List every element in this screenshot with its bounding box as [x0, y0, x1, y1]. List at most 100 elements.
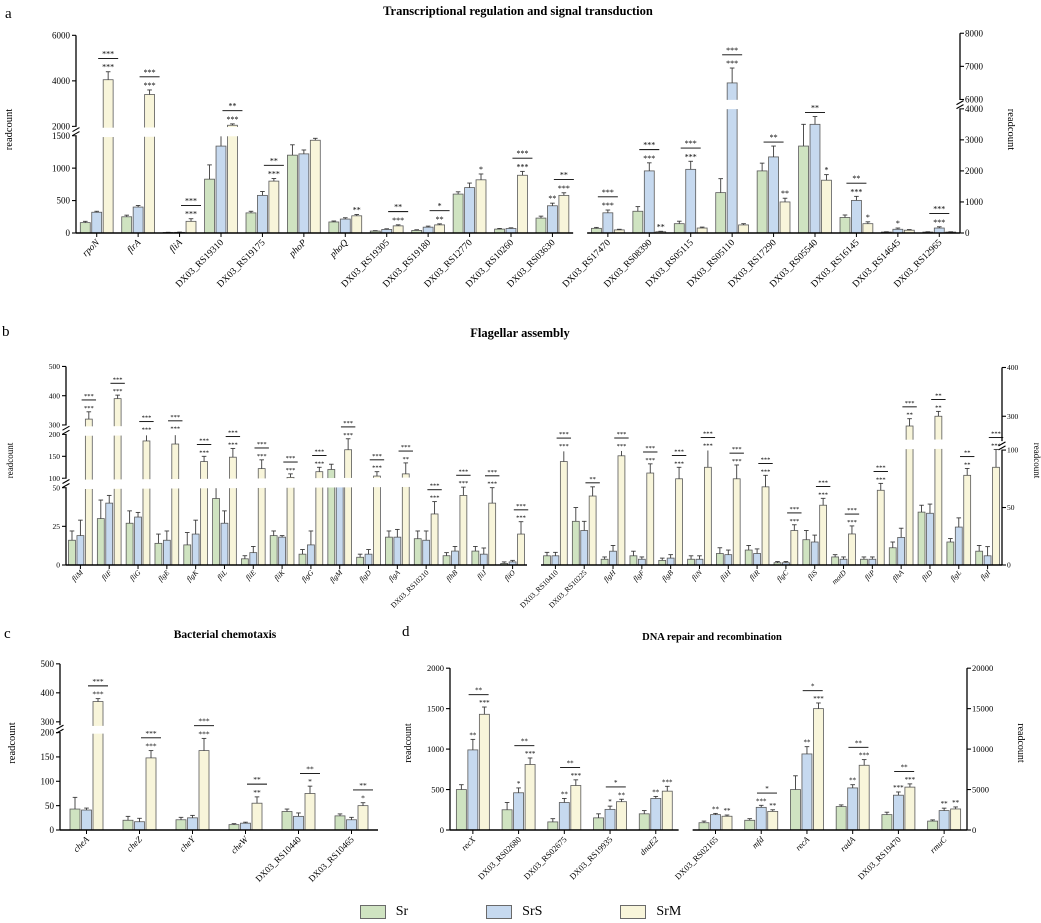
svg-text:mfd: mfd — [750, 834, 767, 851]
svg-text:***: *** — [459, 480, 469, 487]
svg-text:*: * — [438, 202, 442, 211]
svg-text:***: *** — [170, 426, 180, 433]
svg-text:1000: 1000 — [427, 744, 444, 754]
svg-text:7000: 7000 — [965, 62, 984, 72]
svg-text:**: ** — [548, 194, 556, 203]
svg-text:***: *** — [732, 446, 742, 453]
svg-text:***: *** — [726, 59, 738, 68]
legend: Sr SrS SrM — [0, 900, 1041, 923]
svg-text:*: * — [866, 213, 870, 222]
legend-label-srm: SrM — [656, 903, 682, 919]
svg-text:*: * — [614, 779, 618, 787]
svg-text:200: 200 — [41, 728, 55, 738]
svg-text:**: ** — [652, 788, 660, 796]
svg-text:***: *** — [818, 479, 828, 486]
svg-text:**: ** — [475, 687, 483, 695]
svg-text:8000: 8000 — [965, 28, 984, 38]
svg-text:***: *** — [662, 778, 673, 786]
svg-text:300: 300 — [41, 717, 55, 727]
svg-text:***: *** — [487, 469, 497, 476]
svg-text:**: ** — [906, 412, 913, 419]
svg-text:***: *** — [933, 218, 945, 227]
svg-text:***: *** — [893, 784, 904, 792]
svg-text:50: 50 — [45, 801, 55, 811]
svg-text:***: *** — [516, 162, 528, 171]
svg-text:5000: 5000 — [972, 785, 989, 795]
svg-text:rmuC: rmuC — [928, 834, 949, 855]
svg-text:150: 150 — [41, 752, 55, 762]
svg-text:**: ** — [803, 739, 811, 747]
svg-text:cheW: cheW — [229, 833, 251, 855]
svg-text:c: c — [4, 626, 11, 642]
svg-text:***: *** — [392, 216, 404, 225]
svg-text:500: 500 — [49, 362, 61, 371]
bottom-panels-row: c Bacterial chemotaxis readcount cheA cheZ ch… — [0, 620, 1041, 900]
svg-text:***: *** — [430, 495, 440, 502]
svg-text:a: a — [5, 6, 12, 22]
panel-d-chart: d DNA repair and recombination readcount re… — [402, 624, 1026, 881]
svg-text:***: *** — [430, 483, 440, 490]
svg-text:**: ** — [270, 156, 278, 165]
svg-text:400: 400 — [49, 391, 61, 400]
svg-text:fliJ: fliJ — [475, 568, 489, 582]
svg-text:***: *** — [113, 376, 123, 383]
svg-text:10000: 10000 — [972, 744, 993, 754]
svg-text:fliR: fliR — [747, 568, 761, 582]
svg-text:***: *** — [905, 776, 916, 784]
legend-swatch-srm — [620, 904, 647, 919]
svg-text:***: *** — [761, 468, 771, 475]
svg-text:***: *** — [645, 445, 655, 452]
svg-text:***: *** — [286, 455, 296, 462]
svg-text:300: 300 — [1007, 412, 1019, 421]
svg-text:fliK: fliK — [272, 567, 287, 582]
svg-text:DX03_RS19935: DX03_RS19935 — [567, 834, 614, 881]
svg-text:4000: 4000 — [965, 104, 984, 114]
svg-text:fliE: fliE — [244, 568, 258, 582]
svg-text:flgM: flgM — [328, 568, 345, 585]
svg-text:flgB: flgB — [660, 568, 675, 583]
svg-text:***: *** — [674, 448, 684, 455]
svg-text:***: *** — [84, 393, 94, 400]
svg-text:***: *** — [102, 63, 114, 72]
svg-text:readcount: readcount — [7, 722, 18, 763]
svg-text:DX03_RS02675: DX03_RS02675 — [522, 834, 569, 881]
svg-text:***: *** — [92, 677, 104, 686]
svg-text:500: 500 — [431, 785, 444, 795]
svg-text:fliM: fliM — [70, 568, 86, 584]
svg-text:***: *** — [905, 400, 915, 407]
svg-text:fliN: fliN — [690, 567, 705, 582]
svg-text:**: ** — [770, 133, 778, 142]
svg-text:dnaE2: dnaE2 — [637, 834, 660, 857]
svg-text:**: ** — [769, 802, 777, 810]
svg-text:readcount: readcount — [1015, 723, 1026, 763]
svg-text:**: ** — [952, 799, 960, 807]
svg-text:*: * — [517, 780, 521, 788]
svg-text:***: *** — [343, 432, 353, 439]
svg-text:***: *** — [257, 453, 267, 460]
svg-text:**: ** — [855, 739, 863, 747]
svg-text:3000: 3000 — [965, 135, 984, 145]
svg-text:**: ** — [567, 760, 575, 768]
svg-text:***: *** — [314, 460, 324, 467]
svg-text:1000: 1000 — [965, 197, 984, 207]
svg-text:phoP: phoP — [287, 238, 309, 260]
svg-text:flgF: flgF — [631, 568, 646, 583]
svg-text:recA: recA — [793, 834, 812, 853]
svg-text:***: *** — [726, 46, 738, 55]
svg-text:***: *** — [145, 729, 157, 738]
svg-text:***: *** — [559, 443, 569, 450]
svg-text:***: *** — [102, 50, 114, 59]
svg-text:***: *** — [558, 184, 570, 193]
svg-text:***: *** — [199, 449, 209, 456]
svg-text:***: *** — [674, 460, 684, 467]
svg-text:**: ** — [253, 775, 261, 784]
svg-text:cheY: cheY — [177, 834, 197, 854]
svg-text:***: *** — [479, 699, 490, 707]
svg-text:***: *** — [268, 170, 280, 179]
svg-text:**: ** — [561, 790, 569, 798]
svg-text:***: *** — [145, 742, 157, 751]
svg-text:***: *** — [703, 431, 713, 438]
svg-text:1500: 1500 — [52, 131, 71, 141]
svg-text:***: *** — [170, 414, 180, 421]
